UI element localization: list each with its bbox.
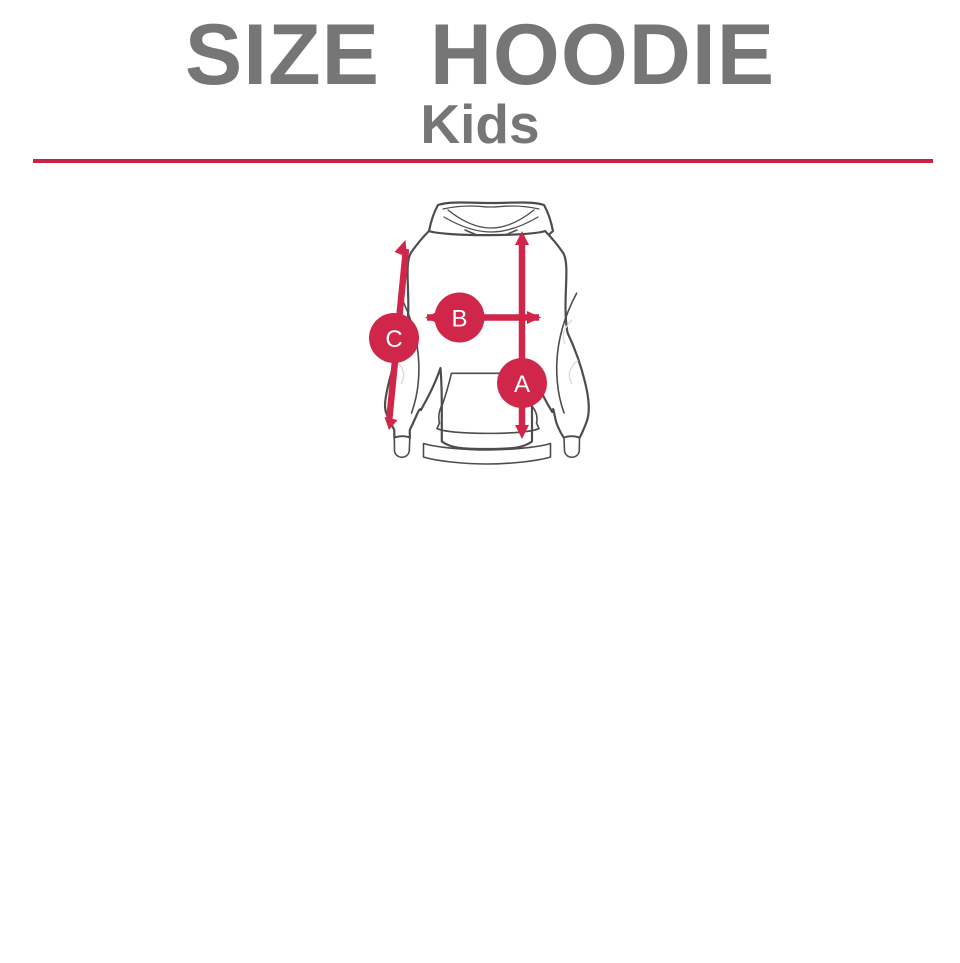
svg-text:B: B xyxy=(451,306,467,333)
svg-text:A: A xyxy=(514,371,530,398)
svg-text:C: C xyxy=(385,326,402,353)
